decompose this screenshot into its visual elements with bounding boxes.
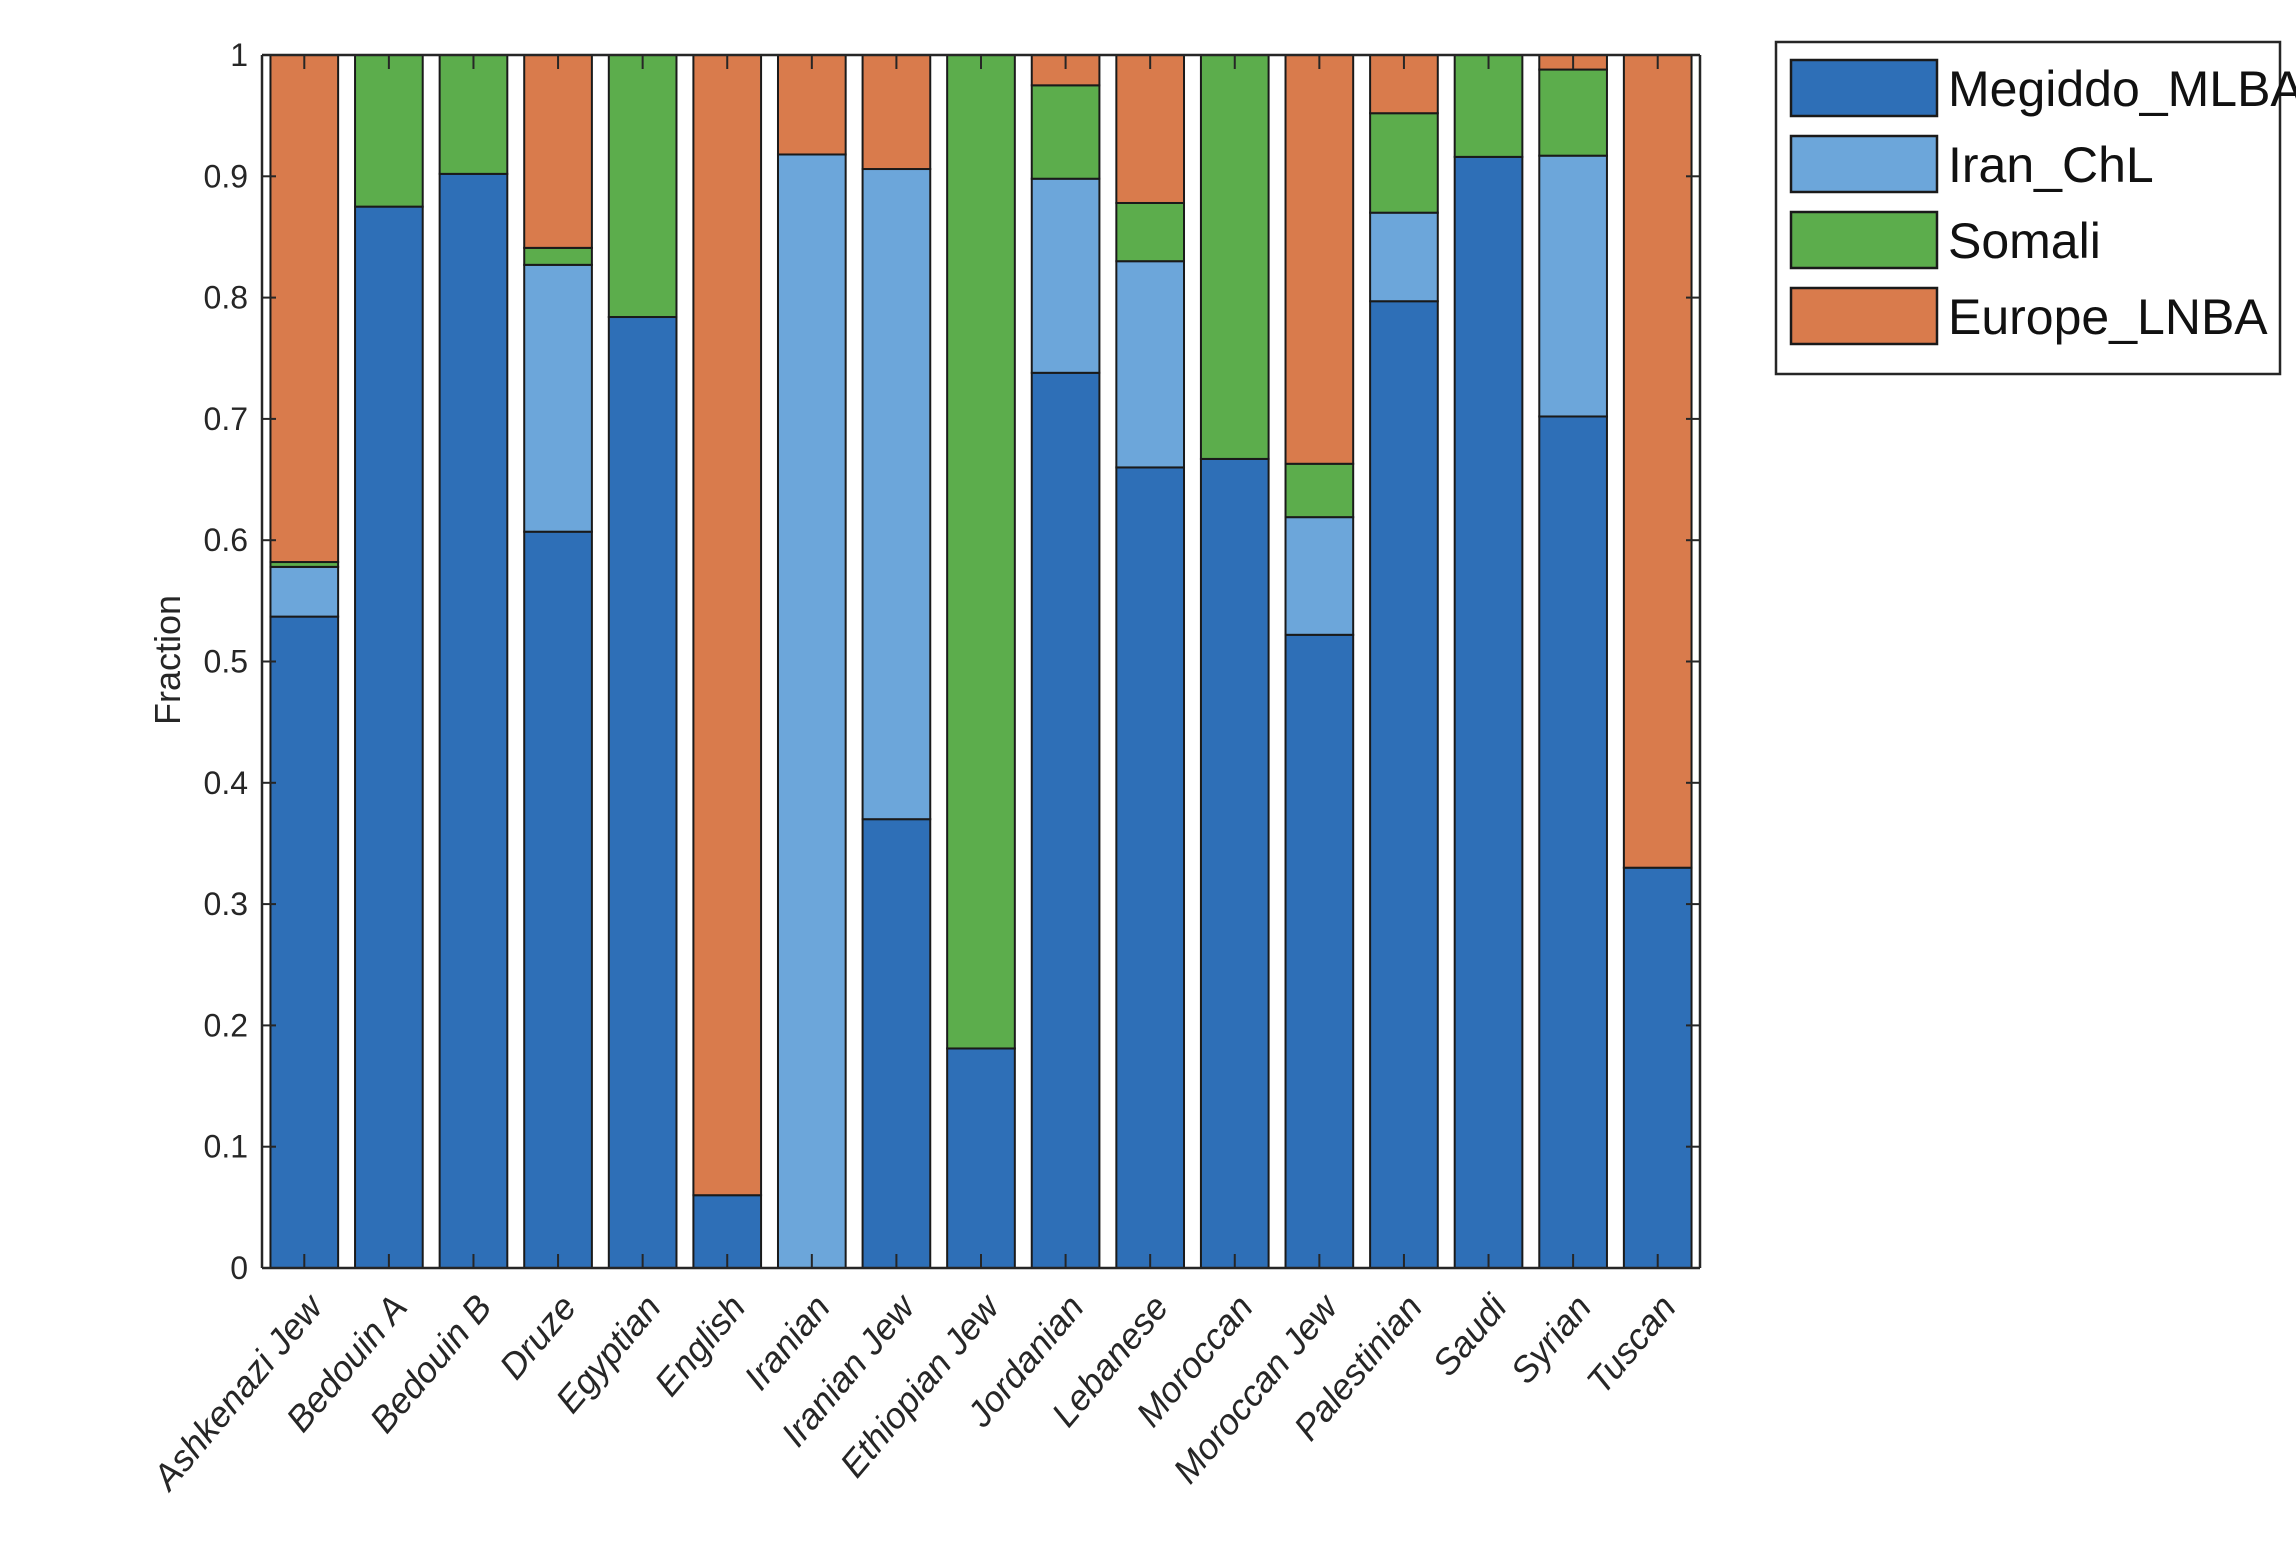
bar-segment-ashkenazi-jew-iran-chl — [269, 565, 340, 618]
y-tick-label: 1 — [230, 37, 248, 73]
legend-swatch-iran-chl — [1789, 134, 1939, 194]
y-tick-label: 0 — [230, 1250, 248, 1286]
bar-segment-saudi-somali — [1453, 54, 1524, 158]
y-tick-label: 0.4 — [204, 765, 248, 801]
bar-segment-syrian-megiddo-mlba — [1538, 415, 1608, 1270]
bar-segment-bedouin-a-somali — [354, 54, 424, 208]
legend-label-somali: Somali — [1948, 213, 2101, 269]
bar-segment-ethiopian-jew-megiddo-mlba — [946, 1047, 1016, 1269]
bar-segment-palestinian-iran-chl — [1369, 211, 1439, 303]
bar-segment-jordanian-somali — [1030, 84, 1101, 180]
bar-segment-syrian-somali — [1538, 68, 1608, 157]
legend-label-europe-lnba: Europe_LNBA — [1948, 289, 2268, 345]
bar-segment-jordanian-megiddo-mlba — [1030, 371, 1101, 1269]
y-tick-label: 0.1 — [204, 1129, 248, 1165]
bar-segment-moroccan-jew-iran-chl — [1284, 516, 1355, 636]
bar-segment-moroccan-jew-megiddo-mlba — [1284, 633, 1355, 1269]
x-tick-label-saudi: Saudi — [1424, 1286, 1515, 1384]
bar-segment-iranian-europe-lnba — [776, 54, 847, 156]
y-tick-label: 0.8 — [204, 280, 248, 316]
y-axis-label: Fraction — [147, 595, 188, 725]
bar-segment-ashkenazi-jew-megiddo-mlba — [269, 615, 340, 1269]
y-tick-label: 0.3 — [204, 886, 248, 922]
bar-segment-english-europe-lnba — [692, 54, 763, 1197]
bar-segment-iranian-jew-megiddo-mlba — [861, 818, 932, 1269]
bar-segment-jordanian-iran-chl — [1030, 177, 1101, 374]
y-tick-label: 0.6 — [204, 522, 248, 558]
x-tick-label-tuscan: Tuscan — [1578, 1287, 1684, 1402]
bar-segment-egyptian-somali — [607, 54, 678, 319]
bar-segment-palestinian-somali — [1369, 112, 1439, 214]
bar-segment-druze-europe-lnba — [523, 54, 593, 249]
bar-segment-saudi-megiddo-mlba — [1453, 155, 1524, 1269]
bar-segment-druze-somali — [523, 246, 593, 266]
y-tick-label: 0.5 — [204, 644, 248, 680]
bar-segment-ethiopian-jew-somali — [946, 54, 1016, 1050]
bar-segment-druze-iran-chl — [523, 263, 593, 533]
bar-segment-lebanese-somali — [1115, 201, 1186, 263]
bar-segment-syrian-iran-chl — [1538, 154, 1608, 418]
bar-segment-tuscan-megiddo-mlba — [1622, 866, 1693, 1270]
legend-swatch-somali — [1789, 210, 1939, 270]
x-tick-label-english: English — [646, 1287, 753, 1404]
bar-segment-bedouin-b-megiddo-mlba — [438, 172, 509, 1269]
bar-segment-lebanese-iran-chl — [1115, 260, 1186, 469]
legend-label-iran-chl: Iran_ChL — [1948, 137, 2154, 193]
bar-segment-bedouin-b-somali — [438, 54, 509, 175]
legend-label-megiddo-mlba: Megiddo_MLBA — [1948, 61, 2296, 117]
bar-segment-moroccan-megiddo-mlba — [1199, 457, 1270, 1269]
bar-segment-iranian-jew-iran-chl — [861, 168, 932, 821]
y-ticks: 0 0.1 0.2 0.3 0.4 0.5 0.6 0.7 0.8 0.9 1 — [204, 37, 1700, 1286]
bar-segment-lebanese-europe-lnba — [1115, 54, 1186, 204]
y-tick-label: 0.9 — [204, 158, 248, 194]
legend-swatch-megiddo-mlba — [1789, 58, 1939, 118]
bar-segment-iranian-iran-chl — [776, 153, 847, 1270]
bar-segment-lebanese-megiddo-mlba — [1115, 466, 1186, 1270]
bar-segment-bedouin-a-megiddo-mlba — [354, 205, 424, 1270]
bar-segment-palestinian-megiddo-mlba — [1369, 300, 1439, 1269]
bars-layer — [269, 54, 1693, 1270]
bar-segment-iranian-jew-europe-lnba — [861, 54, 932, 171]
legend-swatch-europe-lnba — [1789, 286, 1939, 346]
bar-segment-moroccan-jew-europe-lnba — [1284, 54, 1355, 465]
y-tick-label: 0.2 — [204, 1007, 248, 1043]
bar-segment-tuscan-europe-lnba — [1622, 54, 1693, 869]
legend: Megiddo_MLBA Iran_ChL Somali Europe_LNBA — [1774, 40, 2296, 376]
bar-segment-moroccan-jew-somali — [1284, 462, 1355, 519]
y-tick-label: 0.7 — [204, 401, 248, 437]
bar-segment-egyptian-megiddo-mlba — [607, 316, 678, 1269]
bar-segment-druze-megiddo-mlba — [523, 530, 593, 1269]
bar-segment-moroccan-somali — [1199, 54, 1270, 460]
bar-segment-ashkenazi-jew-europe-lnba — [269, 54, 340, 564]
